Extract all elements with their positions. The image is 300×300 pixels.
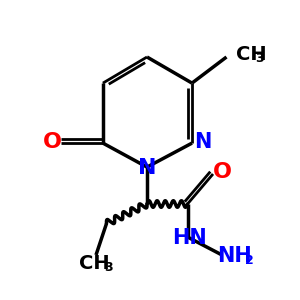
Text: O: O (43, 133, 62, 152)
Text: 3: 3 (104, 261, 113, 274)
Text: N: N (194, 133, 211, 152)
Text: 3: 3 (255, 52, 264, 65)
Text: CH: CH (236, 44, 267, 64)
Text: N: N (138, 158, 157, 178)
Text: NH: NH (217, 246, 252, 266)
Text: 2: 2 (244, 254, 253, 267)
Text: HN: HN (172, 228, 207, 247)
Text: CH: CH (79, 254, 110, 273)
Text: O: O (213, 163, 232, 182)
